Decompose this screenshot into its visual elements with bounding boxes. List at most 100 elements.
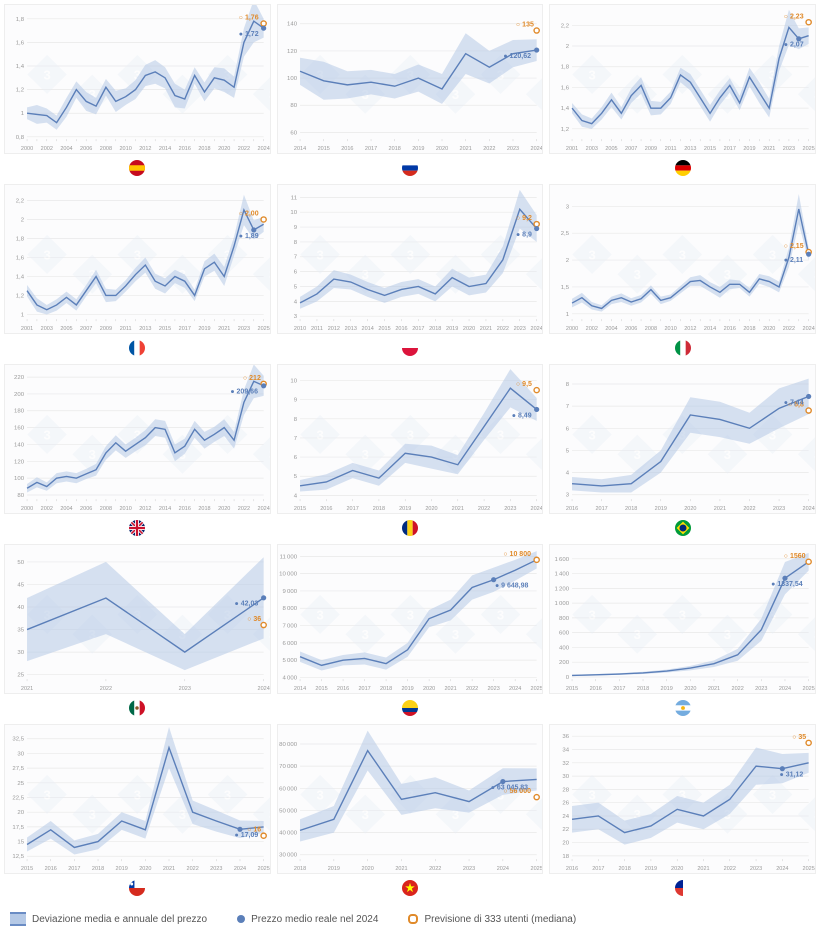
svg-text:2020: 2020: [218, 506, 230, 512]
svg-text:2018: 2018: [388, 146, 400, 152]
svg-text:10: 10: [290, 379, 297, 385]
svg-text:2003: 2003: [41, 326, 53, 332]
chart: 8010012014016018020022033333320002002200…: [4, 364, 271, 514]
svg-text:1 400: 1 400: [555, 572, 570, 578]
svg-text:2017: 2017: [358, 686, 370, 692]
svg-text:2018: 2018: [92, 866, 104, 872]
svg-text:100: 100: [14, 476, 25, 482]
svg-text:2020: 2020: [671, 866, 683, 872]
svg-text:2,5: 2,5: [561, 231, 570, 237]
svg-text:18: 18: [563, 854, 570, 860]
chart-panel: 0,811,21,41,61,8333333200020022004200620…: [4, 4, 271, 178]
svg-text:2017: 2017: [346, 506, 358, 512]
svg-text:3: 3: [542, 267, 543, 282]
svg-text:2023: 2023: [756, 686, 768, 692]
svg-text:1,6: 1,6: [16, 255, 25, 261]
svg-text:2025: 2025: [258, 866, 270, 872]
svg-text:2019: 2019: [661, 686, 673, 692]
svg-text:2021: 2021: [763, 146, 775, 152]
svg-text:2,2: 2,2: [16, 198, 25, 204]
svg-text:120: 120: [287, 49, 298, 55]
svg-text:2019: 2019: [116, 866, 128, 872]
svg-text:17,5: 17,5: [12, 825, 24, 831]
svg-text:80 000: 80 000: [279, 742, 298, 748]
svg-text:2004: 2004: [606, 326, 618, 332]
svg-text:2016: 2016: [320, 506, 332, 512]
svg-text:200: 200: [14, 392, 25, 398]
chart-panel: 11,522,533333332000200220042006200820102…: [549, 184, 816, 358]
flag-icon: [675, 520, 691, 536]
svg-text:3: 3: [589, 787, 596, 802]
svg-text:2020: 2020: [361, 866, 373, 872]
svg-text:15: 15: [17, 840, 24, 846]
svg-text:1,4: 1,4: [16, 274, 25, 280]
svg-text:140: 140: [287, 22, 298, 28]
svg-text:3: 3: [497, 427, 504, 442]
svg-text:2017: 2017: [412, 326, 424, 332]
svg-text:2020: 2020: [425, 506, 437, 512]
svg-text:2007: 2007: [80, 326, 92, 332]
svg-text:2025: 2025: [530, 686, 542, 692]
legend-forecast-label: Previsione di 333 utenti (mediana): [424, 914, 576, 925]
svg-text:2000: 2000: [21, 146, 33, 152]
svg-text:3: 3: [634, 447, 641, 462]
svg-text:1,2: 1,2: [16, 293, 25, 299]
real-label: ● 8,9: [516, 231, 532, 238]
svg-text:3: 3: [769, 247, 776, 262]
svg-text:3: 3: [316, 787, 323, 802]
svg-text:2024: 2024: [777, 866, 789, 872]
svg-text:220: 220: [14, 375, 25, 381]
svg-text:2020: 2020: [763, 326, 775, 332]
flag-icon: [402, 340, 418, 356]
svg-text:2017: 2017: [724, 146, 736, 152]
real-label: ● 120,62: [503, 53, 531, 60]
svg-text:1,6: 1,6: [561, 85, 570, 91]
svg-text:2020: 2020: [685, 686, 697, 692]
svg-text:2006: 2006: [625, 326, 637, 332]
svg-text:600: 600: [559, 631, 570, 637]
svg-text:120: 120: [14, 459, 25, 465]
chart-panel: 3456789101133333320102011201220132014201…: [277, 184, 544, 358]
svg-text:60: 60: [290, 130, 297, 136]
svg-text:3: 3: [179, 807, 186, 822]
svg-text:2015: 2015: [315, 686, 327, 692]
forecast-label: ○ 35: [793, 734, 807, 741]
svg-text:3: 3: [269, 447, 270, 462]
svg-text:3: 3: [589, 427, 596, 442]
svg-text:2017: 2017: [593, 866, 605, 872]
svg-text:5 000: 5 000: [282, 658, 297, 664]
svg-text:2015: 2015: [294, 506, 306, 512]
svg-text:2011: 2011: [120, 326, 132, 332]
svg-text:2021: 2021: [444, 686, 456, 692]
real-label: ● 8,49: [511, 412, 531, 419]
svg-text:24: 24: [563, 814, 570, 820]
svg-text:3: 3: [361, 447, 368, 462]
svg-text:1,8: 1,8: [16, 17, 25, 23]
svg-text:60 000: 60 000: [279, 786, 298, 792]
svg-text:3: 3: [679, 607, 686, 622]
svg-text:2019: 2019: [744, 146, 756, 152]
svg-text:3: 3: [724, 447, 731, 462]
svg-text:2005: 2005: [606, 146, 618, 152]
svg-text:2020: 2020: [685, 506, 697, 512]
svg-text:2013: 2013: [139, 326, 151, 332]
svg-text:2016: 2016: [566, 506, 578, 512]
svg-text:3: 3: [269, 627, 270, 642]
legend-forecast: Previsione di 333 utenti (mediana): [408, 914, 576, 925]
svg-text:2018: 2018: [372, 506, 384, 512]
svg-text:2008: 2008: [100, 146, 112, 152]
svg-text:2012: 2012: [685, 326, 697, 332]
svg-text:2025: 2025: [530, 866, 542, 872]
svg-text:2024: 2024: [258, 506, 270, 512]
svg-text:2021: 2021: [21, 686, 33, 692]
svg-text:400: 400: [559, 645, 570, 651]
svg-text:3: 3: [89, 807, 96, 822]
svg-text:3: 3: [497, 607, 504, 622]
chart: 30 00040 00050 00060 00070 00080 0003333…: [277, 724, 544, 874]
svg-text:2017: 2017: [596, 506, 608, 512]
svg-text:2018: 2018: [198, 506, 210, 512]
svg-text:12,5: 12,5: [12, 854, 24, 860]
svg-text:3: 3: [451, 627, 458, 642]
svg-text:2006: 2006: [80, 506, 92, 512]
chart: 0,811,21,41,61,8333333200020022004200620…: [4, 4, 271, 154]
